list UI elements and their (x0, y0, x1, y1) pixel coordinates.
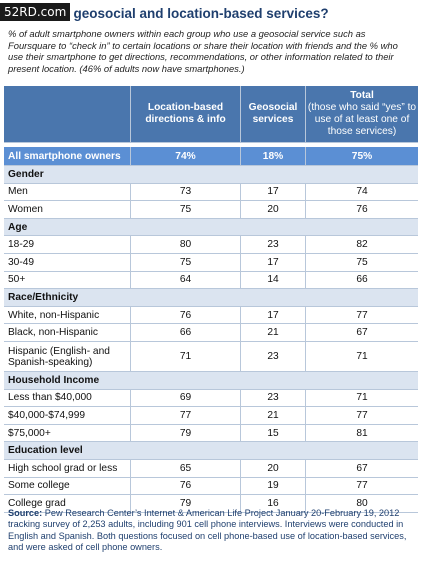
table-cell: 23 (240, 236, 305, 253)
table-cell: 80 (130, 236, 240, 253)
section-label: Race/Ethnicity (8, 291, 79, 303)
table-cell: $75,000+ (8, 427, 51, 439)
table-row: Education level (4, 442, 418, 460)
table-cell: 20 (240, 460, 305, 477)
table-row: 18-29 80 23 82 (4, 236, 418, 254)
table-cell: 16 (240, 495, 305, 512)
header-cell (4, 86, 130, 142)
table-cell: 77 (130, 407, 240, 424)
table-cell: 71 (305, 342, 418, 371)
table-cell: 80 (305, 495, 418, 512)
table-cell: 66 (130, 324, 240, 341)
table-cell: 75% (305, 147, 418, 165)
header-cell: Total (those who said “yes” to use of at … (305, 86, 418, 142)
table-cell: 15 (240, 424, 305, 442)
table-cell: 74% (130, 147, 240, 165)
table-cell: 14 (240, 271, 305, 289)
table-cell: 18-29 (8, 239, 35, 251)
table-row: $40,000-$74,999 77 21 77 (4, 407, 418, 425)
table-cell: All smartphone owners (8, 150, 121, 162)
table-cell: 20 (240, 201, 305, 218)
table-cell: 69 (130, 389, 240, 407)
table-cell: 18% (240, 147, 305, 165)
table-row: Age (4, 218, 418, 237)
table-cell: 17 (240, 254, 305, 271)
watermark: 52RD.com (0, 3, 71, 21)
title: Who uses geosocial and location-based se… (6, 6, 329, 21)
table-cell: 21 (240, 407, 305, 424)
table-cell: 75 (130, 254, 240, 271)
table-cell: 77 (305, 477, 418, 495)
table-row: High school grad or less 65 20 67 (4, 460, 418, 478)
table-cell: Black, non-Hispanic (8, 327, 99, 339)
source-label: Source: (8, 508, 43, 518)
table-cell: 66 (305, 271, 418, 289)
table-row: All smartphone owners 74% 18% 75% (4, 147, 418, 166)
table-cell: 79 (130, 424, 240, 442)
table-cell: 30-49 (8, 256, 35, 268)
table-cell: 77 (305, 306, 418, 324)
table-cell: 19 (240, 477, 305, 495)
header-cell: Geosocial services (240, 86, 305, 142)
table-cell: 71 (130, 342, 240, 371)
table-cell: Men (8, 186, 28, 198)
table-cell: 64 (130, 271, 240, 289)
table-row: Less than $40,000 69 23 71 (4, 389, 418, 408)
table-row: Some college 76 19 77 (4, 477, 418, 496)
source: Source: Pew Research Center’s Internet &… (8, 508, 416, 554)
table-cell: 79 (130, 495, 240, 512)
table-cell: 76 (305, 201, 418, 218)
section-label: Age (8, 221, 28, 233)
table-cell: 17 (240, 183, 305, 201)
table-cell: 23 (240, 342, 305, 371)
table-cell: White, non-Hispanic (8, 309, 100, 321)
table-cell: 76 (130, 477, 240, 495)
table-cell: 23 (240, 389, 305, 407)
table-cell: 73 (130, 183, 240, 201)
table-cell: 77 (305, 407, 418, 424)
table-row: $75,000+ 79 15 81 (4, 424, 418, 443)
table-cell: 67 (305, 324, 418, 341)
table-cell: Women (8, 203, 43, 215)
table-cell: 81 (305, 424, 418, 442)
table-row: 30-49 75 17 75 (4, 254, 418, 272)
table-cell: Hispanic (English- and Spanish-speaking) (8, 345, 110, 368)
subtitle: % of adult smartphone owners within each… (8, 28, 398, 74)
header-note: (those who said “yes” to use of at least… (307, 102, 417, 137)
table-row: Black, non-Hispanic 66 21 67 (4, 324, 418, 342)
table-cell: 17 (240, 306, 305, 324)
table-cell: 71 (305, 389, 418, 407)
table-cell: College grad (8, 497, 66, 509)
table-cell: 21 (240, 324, 305, 341)
table-row: Location-based directions & info Geosocia… (4, 86, 418, 143)
table-cell: 65 (130, 460, 240, 477)
table-cell: 67 (305, 460, 418, 477)
section-label: Household Income (8, 374, 100, 386)
table-row: Women 75 20 76 (4, 201, 418, 219)
table-cell: 76 (130, 306, 240, 324)
table-cell: Some college (8, 480, 70, 492)
table-cell: $40,000-$74,999 (8, 409, 86, 421)
table-cell: 74 (305, 183, 418, 201)
table-row: White, non-Hispanic 76 17 77 (4, 306, 418, 325)
table-row: 50+ 64 14 66 (4, 271, 418, 290)
table-row: College grad 79 16 80 (4, 495, 418, 513)
table-cell: 82 (305, 236, 418, 253)
table-row: Household Income (4, 372, 418, 390)
table-row: Hispanic (English- and Spanish-speaking)… (4, 342, 418, 372)
table-cell: 50+ (8, 274, 26, 286)
header-cell: Location-based directions & info (130, 86, 240, 142)
source-text: Pew Research Center’s Internet & America… (8, 508, 407, 553)
table-row: Race/Ethnicity (4, 289, 418, 307)
section-label: Gender (8, 168, 44, 180)
table-cell: High school grad or less (8, 462, 118, 474)
table-cell: 75 (305, 254, 418, 271)
table-row: Men 73 17 74 (4, 183, 418, 202)
table-row: Gender (4, 166, 418, 184)
table-cell: Less than $40,000 (8, 392, 92, 404)
header-text: Total (350, 90, 374, 101)
section-label: Education level (8, 445, 83, 457)
table-cell: 75 (130, 201, 240, 218)
